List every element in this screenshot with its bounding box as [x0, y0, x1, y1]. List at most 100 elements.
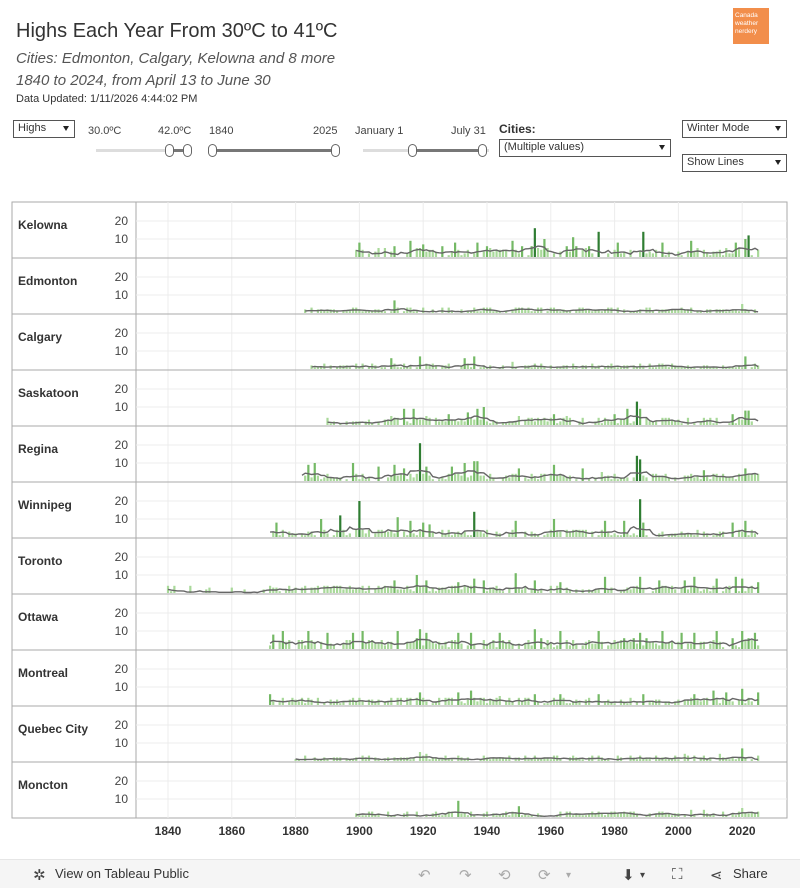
data-bar	[457, 531, 460, 537]
data-bar	[396, 417, 399, 425]
cities-select[interactable]: (Multiple values)	[499, 139, 671, 157]
data-bar	[450, 419, 454, 425]
download-menu-icon[interactable]: ▾	[640, 870, 646, 881]
data-bar	[575, 309, 578, 313]
row-label-winnipeg: Winnipeg	[18, 498, 72, 512]
data-bar	[648, 757, 651, 761]
data-bar	[520, 307, 524, 313]
data-bar	[626, 477, 629, 481]
data-bar	[747, 587, 750, 593]
data-bar	[664, 585, 667, 593]
data-bar	[450, 759, 454, 761]
data-bar	[686, 251, 690, 257]
data-bar	[300, 640, 304, 649]
data-bar	[613, 249, 616, 257]
data-bar	[469, 535, 473, 537]
data-bar	[699, 311, 702, 313]
data-bar	[610, 643, 613, 649]
view-on-tableau-link[interactable]: View on Tableau Public	[55, 866, 189, 881]
data-bar	[454, 640, 457, 649]
y-tick-label: 10	[115, 344, 129, 358]
data-bar	[447, 811, 450, 817]
data-bar	[597, 694, 600, 705]
data-bar	[750, 367, 753, 369]
lines-select[interactable]: Show Lines	[682, 154, 787, 172]
data-bar	[654, 473, 658, 481]
data-bar	[731, 253, 734, 257]
data-bar	[533, 580, 536, 593]
share-icon[interactable]: ⋖	[710, 867, 723, 884]
revert-icon[interactable]: ⟲	[498, 867, 511, 884]
data-bar	[326, 417, 329, 425]
data-bar	[712, 640, 715, 649]
data-bar	[741, 688, 744, 705]
data-bar	[690, 697, 693, 705]
data-bar	[677, 419, 680, 425]
data-bar	[473, 253, 476, 257]
year-min-handle[interactable]	[208, 144, 217, 157]
redo-icon[interactable]: ↷	[459, 867, 472, 884]
data-bar	[603, 417, 607, 425]
measure-select[interactable]: Highs	[13, 120, 75, 138]
data-bar	[520, 701, 524, 705]
mode-select[interactable]: Winter Mode	[682, 120, 787, 138]
y-tick-label: 20	[115, 606, 129, 620]
data-bar	[552, 464, 556, 481]
share-button[interactable]: Share	[733, 866, 768, 881]
data-bar	[693, 423, 696, 425]
data-bar	[501, 813, 505, 817]
data-bar	[750, 421, 753, 425]
data-bar	[699, 591, 702, 593]
fullscreen-icon[interactable]: ⛶	[672, 866, 683, 883]
data-bar	[712, 251, 715, 257]
data-bar	[686, 309, 690, 313]
refresh-icon[interactable]: ⟳	[538, 867, 551, 884]
data-bar	[645, 477, 648, 481]
data-bar	[664, 701, 667, 705]
data-bar	[744, 813, 747, 817]
data-bar	[485, 421, 489, 425]
data-bar	[431, 531, 434, 537]
data-bar	[651, 701, 654, 705]
data-bar	[645, 535, 648, 537]
data-bar	[725, 692, 728, 705]
data-bar	[489, 643, 492, 649]
data-bar	[396, 759, 399, 761]
brand-logo[interactable]: Canada weather nerdery	[733, 8, 769, 44]
data-bar	[441, 419, 444, 425]
data-bar	[501, 249, 505, 257]
data-bar	[715, 367, 718, 369]
temp-min-handle[interactable]	[165, 144, 174, 157]
data-bar	[623, 477, 626, 481]
data-bar	[387, 419, 390, 425]
data-bar	[706, 533, 709, 537]
data-bar	[230, 587, 233, 593]
year-max-handle[interactable]	[331, 144, 340, 157]
data-bar	[348, 309, 351, 313]
refresh-menu-icon[interactable]: ▾	[566, 870, 572, 881]
data-bar	[575, 813, 578, 817]
data-bar	[533, 694, 536, 705]
date-max-handle[interactable]	[478, 144, 487, 157]
temp-max-handle[interactable]	[183, 144, 192, 157]
data-bar	[651, 421, 654, 425]
data-bar	[744, 356, 747, 369]
data-bar	[670, 585, 674, 593]
data-bar	[731, 522, 734, 537]
data-bar	[728, 699, 731, 705]
data-bar	[348, 533, 351, 537]
undo-icon[interactable]: ↶	[418, 867, 431, 884]
year-range-track[interactable]	[212, 149, 340, 152]
data-bar	[364, 311, 367, 313]
temp-range-track[interactable]	[96, 149, 192, 152]
date-range-track[interactable]	[363, 149, 489, 152]
date-min-handle[interactable]	[408, 144, 417, 157]
data-bar	[438, 641, 441, 649]
data-bar	[737, 417, 741, 425]
download-icon[interactable]: ⬇	[622, 867, 635, 884]
data-bar	[549, 701, 552, 705]
data-bar	[546, 533, 549, 537]
data-bar	[690, 240, 693, 257]
data-bar	[642, 759, 645, 761]
data-bar	[300, 587, 304, 593]
